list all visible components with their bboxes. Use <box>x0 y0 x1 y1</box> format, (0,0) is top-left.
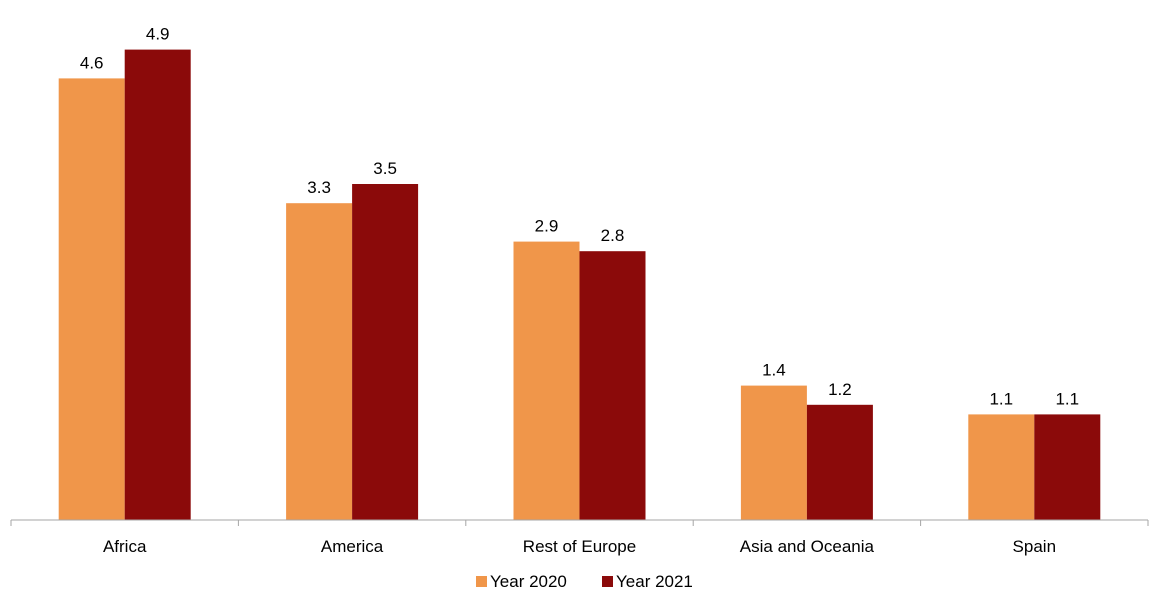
bar-year-2021-africa <box>124 49 191 520</box>
bar-year-2021-asia-and-oceania <box>806 404 873 520</box>
data-label-year-2020-africa: 4.6 <box>80 53 104 72</box>
data-label-year-2021-rest-of-europe: 2.8 <box>601 226 625 245</box>
data-labels-group: 4.6 4.9 3.3 3.5 2.9 2.8 1.4 1.2 1.1 1.1 <box>80 25 1079 409</box>
x-tick-label-spain: Spain <box>1013 537 1056 556</box>
bar-year-2021-spain <box>1034 414 1101 520</box>
x-tick-label-asia-and-oceania: Asia and Oceania <box>740 537 875 556</box>
data-label-year-2020-america: 3.3 <box>307 178 331 197</box>
data-label-year-2020-asia-and-oceania: 1.4 <box>762 361 786 380</box>
legend-label-year-2021: Year 2021 <box>616 572 693 591</box>
legend-swatch-year-2020 <box>476 576 487 587</box>
legend-swatch-year-2021 <box>602 576 613 587</box>
bar-year-2021-america <box>352 184 419 520</box>
bar-year-2020-america <box>286 203 353 520</box>
legend: Year 2020 Year 2021 <box>476 572 693 591</box>
x-tick-label-rest-of-europe: Rest of Europe <box>523 537 636 556</box>
bar-year-2021-rest-of-europe <box>579 251 646 520</box>
data-label-year-2021-spain: 1.1 <box>1055 389 1079 408</box>
data-label-year-2021-america: 3.5 <box>373 159 397 178</box>
data-label-year-2020-spain: 1.1 <box>989 389 1013 408</box>
x-tick-label-africa: Africa <box>103 537 147 556</box>
legend-label-year-2020: Year 2020 <box>490 572 567 591</box>
x-tick-label-america: America <box>321 537 384 556</box>
x-axis: Africa America Rest of Europe Asia and Ocea… <box>10 519 1149 556</box>
bar-year-2020-africa <box>58 78 125 521</box>
bar-year-2020-asia-and-oceania <box>740 385 807 520</box>
bar-year-2020-rest-of-europe <box>513 241 580 520</box>
data-label-year-2020-rest-of-europe: 2.9 <box>535 217 559 236</box>
bar-year-2020-spain <box>968 414 1035 520</box>
data-label-year-2021-africa: 4.9 <box>146 25 170 44</box>
data-label-year-2021-asia-and-oceania: 1.2 <box>828 380 852 399</box>
bars-group <box>58 49 1101 521</box>
